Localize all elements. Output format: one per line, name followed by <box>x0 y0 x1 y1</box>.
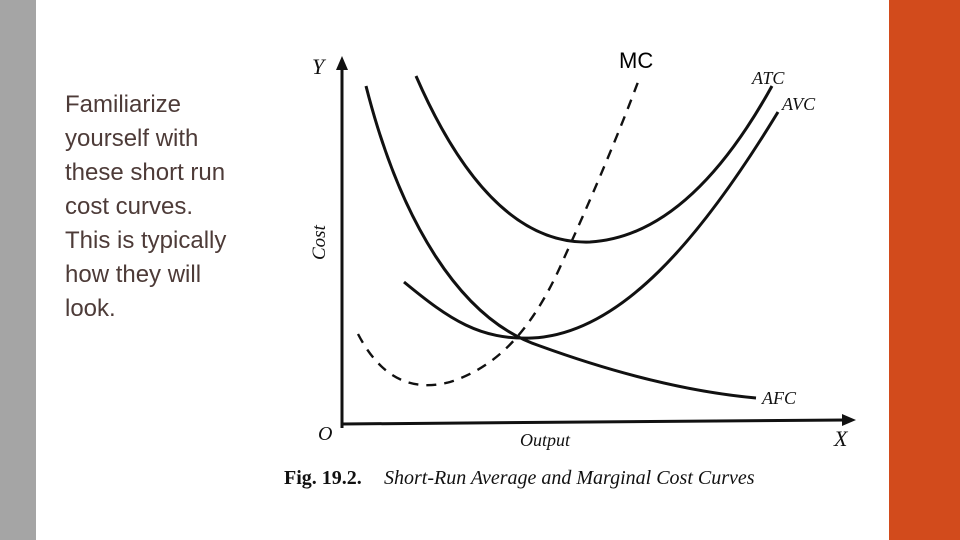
left-accent-bar <box>0 0 36 540</box>
right-accent-bar <box>889 0 960 540</box>
mc-label: MC <box>619 48 654 73</box>
avc-curve <box>403 111 780 340</box>
x-axis-line <box>341 418 847 426</box>
afc-label: AFC <box>761 388 797 408</box>
x-axis-label: X <box>833 426 849 451</box>
body-text: Familiarize yourself with these short ru… <box>65 91 227 322</box>
y-axis-arrow <box>336 56 348 70</box>
atc-label: ATC <box>751 68 785 88</box>
afc-curve <box>364 85 757 400</box>
origin-label: O <box>318 423 332 445</box>
y-axis-label: Y <box>312 54 327 79</box>
avc-label: AVC <box>781 94 816 114</box>
axes <box>336 56 856 428</box>
y-axis-title: Cost <box>309 224 330 260</box>
atc-curve <box>414 75 774 244</box>
x-axis-arrow <box>842 414 856 426</box>
figure-caption-text: Short-Run Average and Marginal Cost Curv… <box>384 467 755 489</box>
figure-caption-number: Fig. 19.2. <box>284 467 362 489</box>
mc-curve <box>356 81 640 387</box>
x-axis-title: Output <box>520 430 571 450</box>
